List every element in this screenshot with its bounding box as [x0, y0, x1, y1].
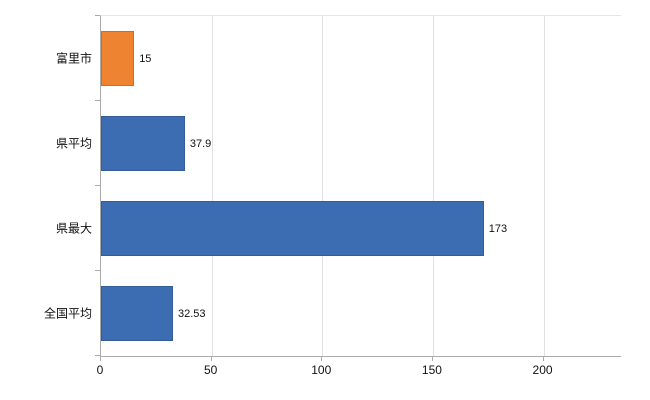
value-label-3: 173 [488, 222, 508, 235]
y-tick-mark-1 [95, 100, 100, 101]
x-tick-label-50: 50 [203, 363, 218, 377]
gridline-x-150 [432, 16, 434, 356]
value-label-4: 32.53 [177, 307, 206, 320]
x-tick-mark-0 [100, 356, 101, 361]
x-tick-label-100: 100 [311, 363, 332, 377]
y-tick-mark-0 [95, 15, 100, 16]
bar-1[interactable] [101, 31, 135, 86]
gridline-x-50 [211, 16, 213, 356]
x-tick-label-0: 0 [96, 363, 104, 377]
x-tick-mark-50 [210, 356, 212, 361]
plot-area: 15 37.9 173 32.53 [100, 15, 621, 357]
gridline-x-200 [543, 16, 545, 356]
x-tick-mark-200 [542, 356, 544, 361]
category-label-1: 富里市 [55, 51, 92, 65]
x-tick-label-200: 200 [532, 363, 553, 377]
category-label-2: 県平均 [55, 136, 92, 150]
y-tick-mark-4 [95, 355, 100, 356]
value-label-2: 37.9 [189, 137, 212, 150]
value-label-1: 15 [139, 52, 152, 65]
gridline-x-100 [322, 16, 324, 356]
y-tick-mark-2 [95, 185, 100, 186]
x-tick-mark-150 [431, 356, 433, 361]
y-tick-mark-3 [95, 270, 100, 271]
x-tick-label-150: 150 [421, 363, 442, 377]
x-tick-mark-100 [321, 356, 323, 361]
category-label-3: 県最大 [55, 221, 92, 235]
bar-3[interactable] [101, 201, 484, 256]
bar-4[interactable] [101, 286, 173, 341]
bar-2[interactable] [101, 116, 185, 171]
category-label-4: 全国平均 [43, 306, 92, 320]
